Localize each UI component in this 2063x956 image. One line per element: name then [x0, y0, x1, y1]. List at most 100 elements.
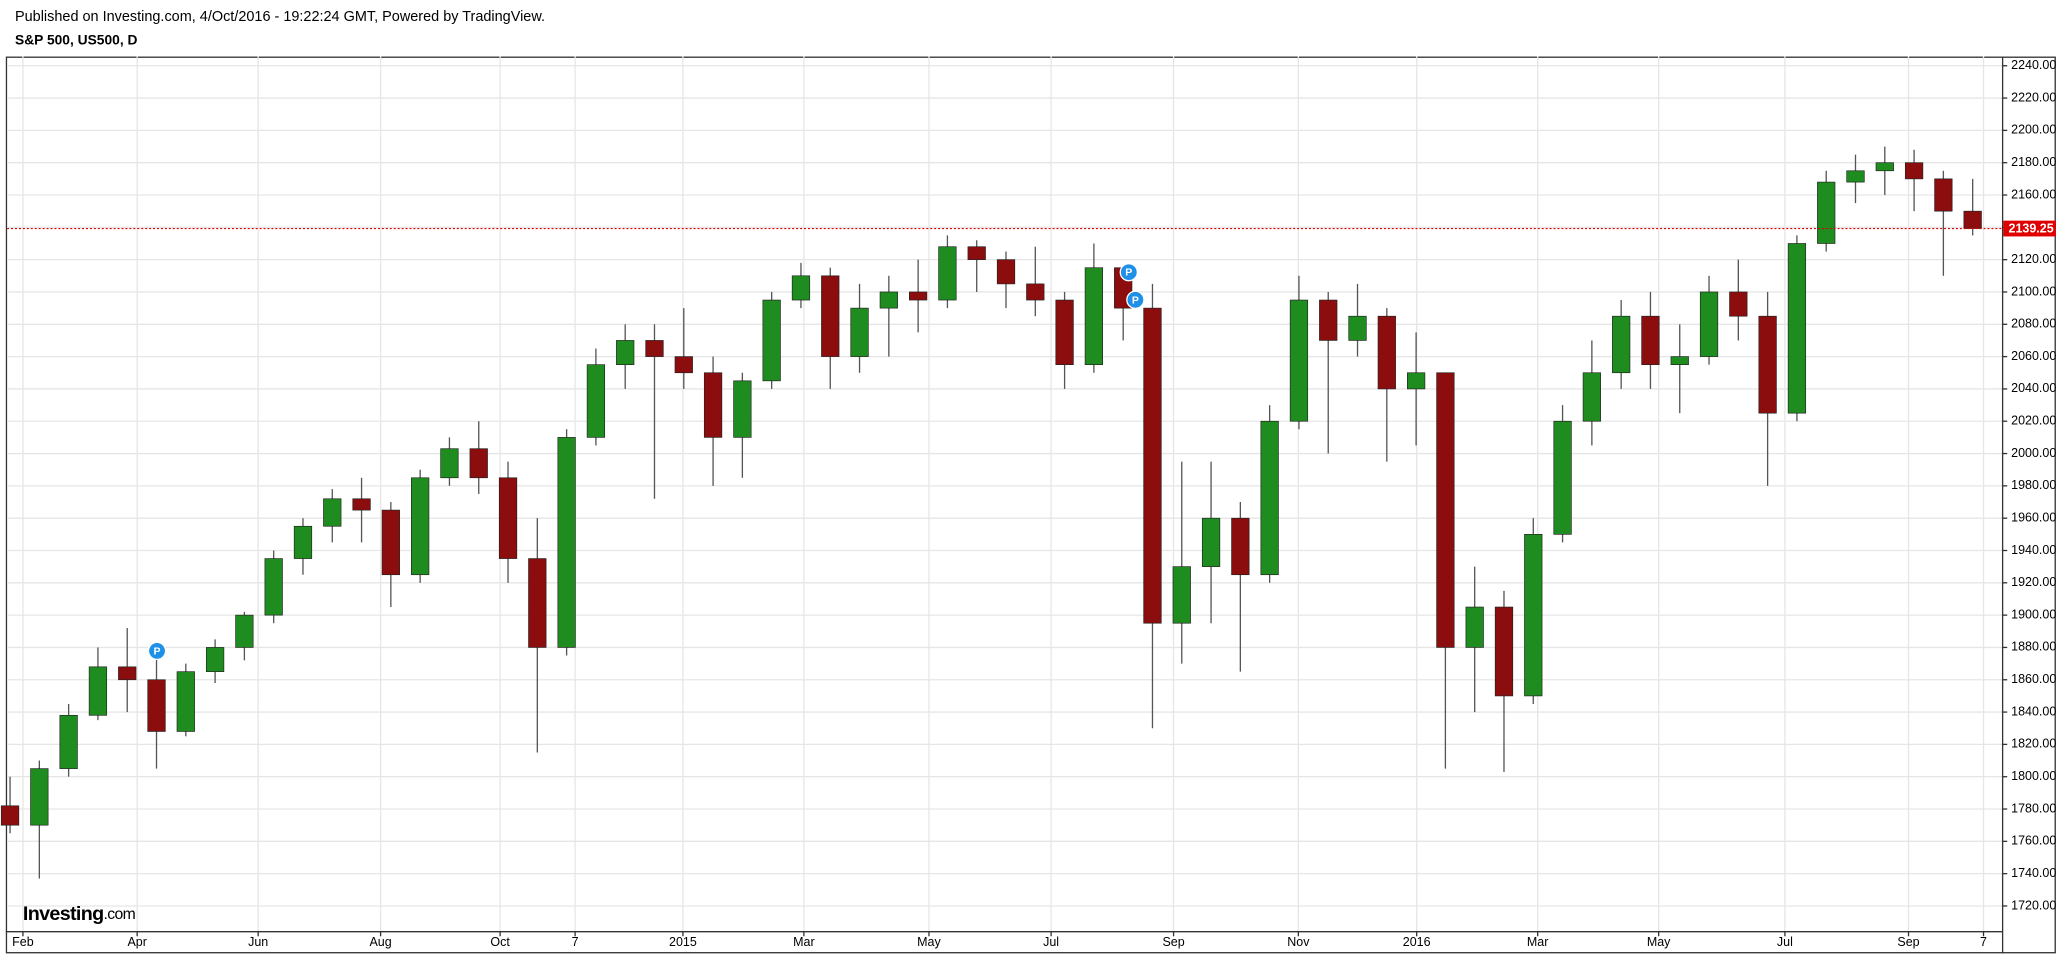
candle-body	[1406, 372, 1426, 390]
y-tick-label: 2040.00	[2011, 381, 2056, 395]
y-tick-label: 1800.00	[2011, 769, 2056, 783]
x-tick-label: 7	[572, 935, 579, 949]
x-tick-label: May	[1647, 935, 1671, 949]
candle-body	[1377, 315, 1396, 390]
x-tick-label: May	[917, 935, 941, 949]
candle-body	[1699, 291, 1719, 357]
candle-body	[821, 275, 840, 357]
y-tick-label: 2100.00	[2011, 284, 2056, 298]
logo-suffix: .com	[104, 906, 136, 923]
y-tick-label: 2240.00	[2011, 58, 2056, 72]
y-tick-label: 1980.00	[2011, 478, 2056, 492]
candle-body	[352, 498, 371, 511]
candle-body	[762, 299, 781, 382]
candle-body	[1846, 170, 1865, 183]
candle-body	[205, 647, 225, 673]
candle-body	[1875, 162, 1894, 172]
y-tick-label: 1860.00	[2011, 672, 2056, 686]
candle-body	[1553, 420, 1572, 535]
candle-body	[1084, 267, 1104, 366]
x-tick-label: Nov	[1287, 935, 1310, 949]
candle-body	[1201, 517, 1221, 567]
logo: Investing.com	[23, 903, 136, 925]
candle-body	[1729, 291, 1748, 317]
y-tick-label: 1920.00	[2011, 575, 2056, 589]
logo-name: Investing	[23, 903, 104, 925]
x-tick-label: Oct	[490, 935, 510, 949]
candle-body	[1963, 210, 1982, 229]
x-tick-label: Feb	[12, 935, 34, 949]
y-tick-label: 1780.00	[2011, 801, 2056, 815]
y-tick-label: 1900.00	[2011, 607, 2056, 621]
candle-body	[381, 509, 400, 576]
candle-body	[30, 768, 49, 826]
last-price-label: 2139.25	[2009, 222, 2054, 236]
y-tick-label: 2200.00	[2011, 123, 2056, 137]
candle-body	[59, 714, 78, 769]
candle-body	[645, 340, 664, 357]
last-price-box	[2003, 220, 2056, 237]
candle-body	[850, 307, 869, 357]
candle-body	[1612, 315, 1631, 374]
candle-body	[1494, 606, 1514, 697]
candle-body	[674, 356, 693, 374]
candle-body	[118, 666, 137, 681]
annotation-label: P	[1125, 267, 1132, 279]
y-tick-label: 2020.00	[2011, 414, 2056, 428]
candle-body	[1172, 566, 1191, 624]
annotation-pin	[147, 641, 167, 661]
y-tick-label: 1880.00	[2011, 640, 2056, 654]
candle-body	[528, 558, 547, 648]
candle-body	[1787, 243, 1807, 414]
x-tick-label: Apr	[127, 935, 146, 949]
y-tick-label: 1960.00	[2011, 510, 2056, 524]
x-tick-label: Sep	[1897, 935, 1919, 949]
y-tick-label: 2080.00	[2011, 317, 2056, 331]
candle-body	[1260, 420, 1279, 576]
candle-body	[235, 614, 254, 648]
candle-body	[1231, 517, 1250, 576]
candle-body	[147, 679, 166, 732]
candle-body	[1524, 534, 1543, 697]
overlays: 2139.25 P P P	[7, 220, 2056, 661]
candles	[0, 146, 1982, 879]
y-tick-label: 2220.00	[2011, 90, 2056, 104]
candle-body	[88, 666, 108, 716]
candle-body	[938, 246, 957, 301]
candle-body	[909, 291, 928, 301]
y-tick-label: 2060.00	[2011, 349, 2056, 363]
candle-body	[1143, 307, 1162, 624]
x-tick-label: Jul	[1777, 935, 1793, 949]
candle-body	[469, 448, 488, 479]
y-tick-label: 2180.00	[2011, 155, 2056, 169]
x-tick-label: Aug	[369, 935, 391, 949]
candle-body	[1026, 283, 1045, 301]
candle-body	[1465, 606, 1484, 648]
candle-body	[1436, 372, 1455, 648]
annotation-label: P	[154, 645, 161, 657]
published-note: Published on Investing.com, 4/Oct/2016 -…	[15, 9, 545, 25]
candle-body	[1055, 299, 1074, 366]
candle-body	[1319, 299, 1338, 341]
candle-body	[1641, 315, 1660, 366]
x-tick-label: 2015	[669, 935, 697, 949]
candle-body	[703, 372, 723, 438]
grid: 1720.00 1740.00 1760.00 1780.00 1800.00 1820.…	[7, 56, 2056, 949]
candle-body	[1758, 315, 1777, 414]
candle-body	[1934, 178, 1953, 212]
y-tick-label: 1720.00	[2011, 898, 2056, 912]
x-tick-label: Sep	[1162, 935, 1184, 949]
y-tick-label: 1820.00	[2011, 737, 2056, 751]
candle-body	[440, 448, 459, 479]
candle-body	[967, 246, 986, 260]
annotation-label: P	[1132, 294, 1139, 306]
candle-body	[176, 671, 195, 732]
y-tick-label: 2120.00	[2011, 252, 2056, 266]
symbol-title: S&P 500, US500, D	[15, 32, 137, 47]
x-tick-label: 7	[1980, 935, 1987, 949]
candle-body	[411, 477, 430, 576]
candle-body	[323, 498, 342, 527]
candle-body	[616, 340, 635, 366]
